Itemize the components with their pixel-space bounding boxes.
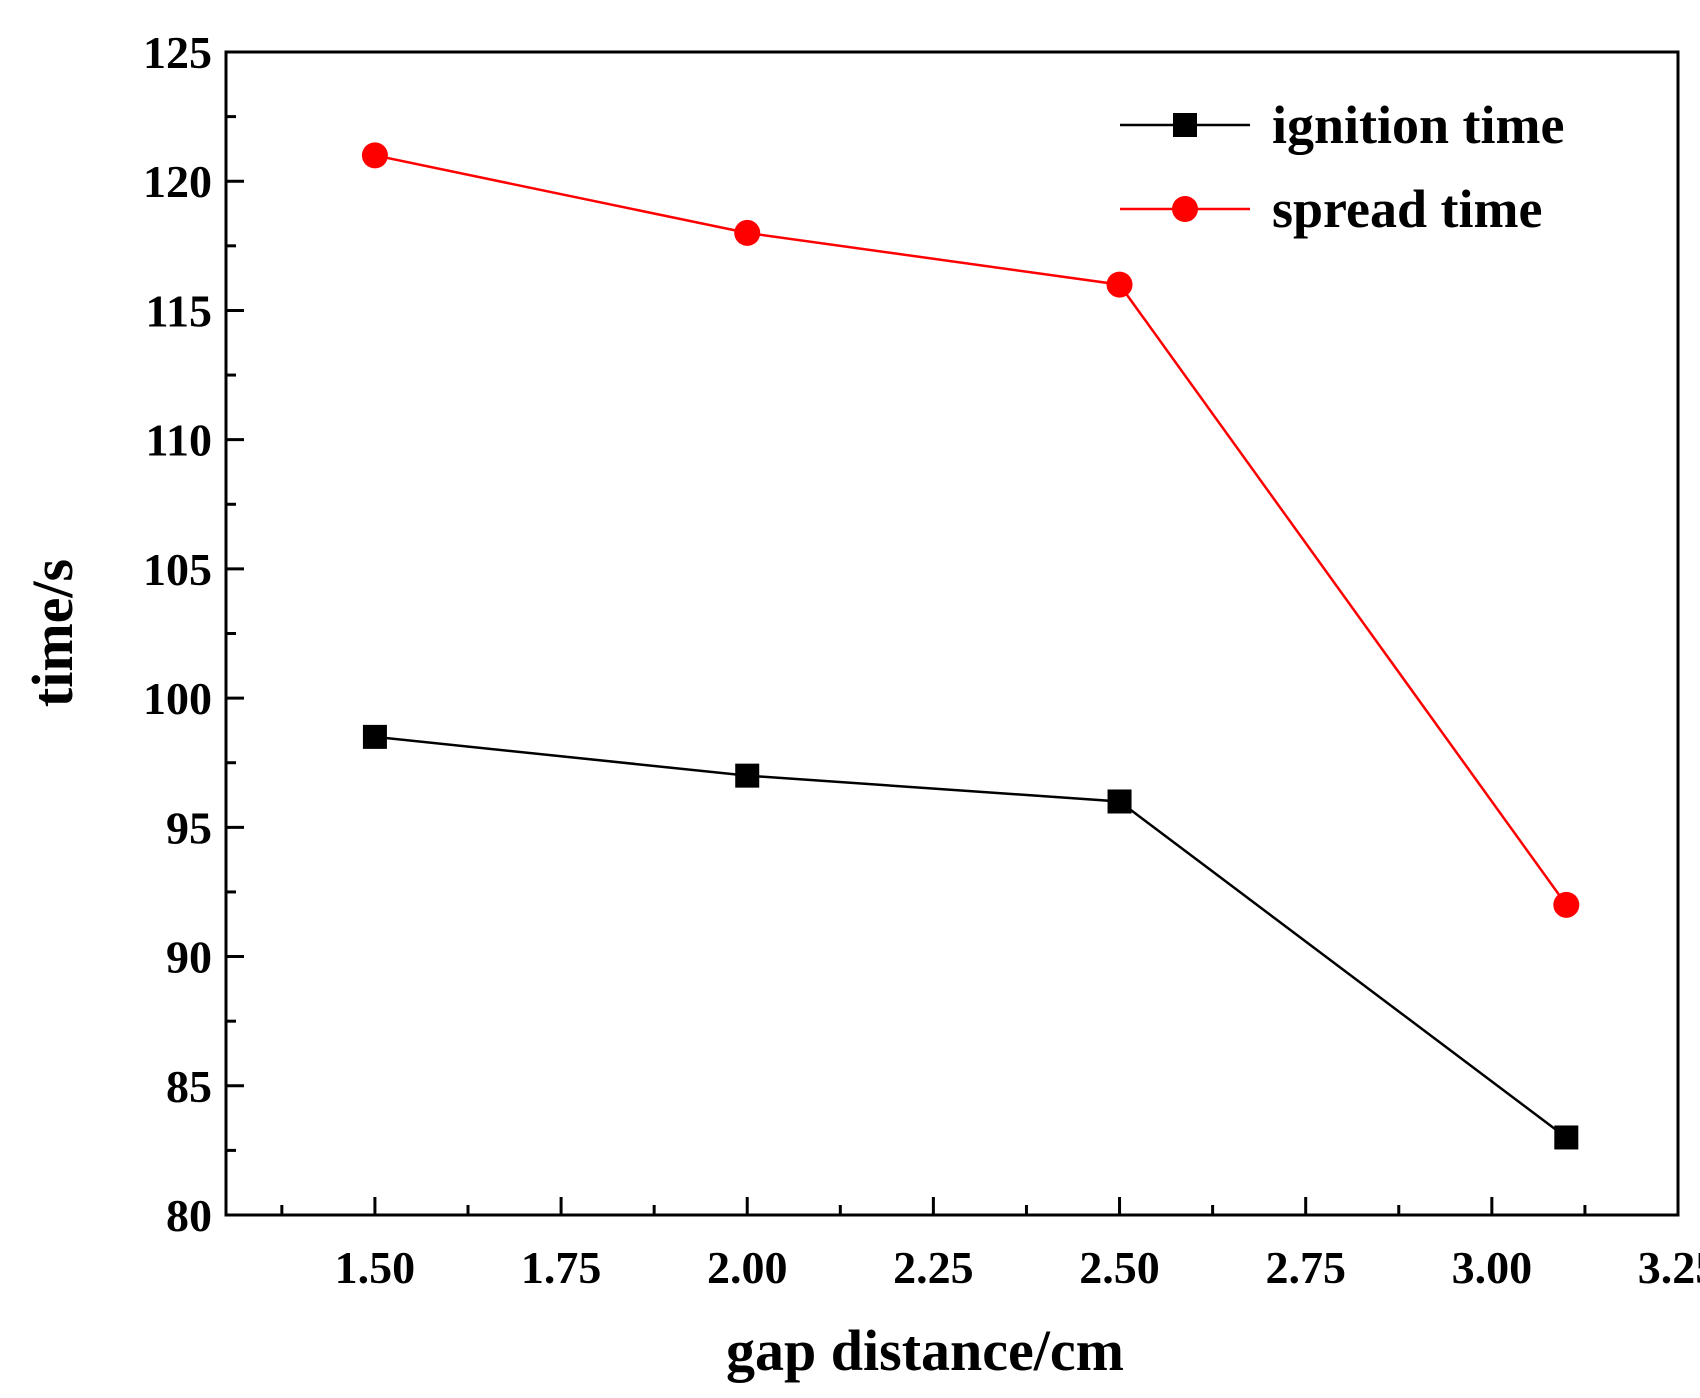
data-point <box>361 142 388 169</box>
x-tick-label: 1.50 <box>335 1242 416 1293</box>
series-spread-time <box>361 142 1580 918</box>
legend-item: ignition time <box>1120 95 1565 155</box>
y-axis-title: time/s <box>20 559 85 707</box>
data-point <box>734 219 761 246</box>
legend: ignition time spread time <box>1120 95 1565 239</box>
legend-marker <box>1172 196 1198 222</box>
series-ignition-time <box>362 724 1579 1150</box>
y-tick-label: 95 <box>166 802 212 853</box>
series-layer <box>361 142 1580 1150</box>
data-point <box>1553 891 1580 918</box>
y-tick-label: 90 <box>166 932 212 983</box>
y-tick-label: 115 <box>146 285 212 336</box>
y-tick-label: 85 <box>166 1061 212 1112</box>
y-tick-label: 110 <box>146 415 212 466</box>
y-tick-label: 105 <box>143 544 212 595</box>
x-axis-tick-labels: 1.50 1.75 2.00 2.25 2.50 2.75 3.00 3.25 <box>335 1242 1700 1293</box>
x-tick-label: 3.25 <box>1638 1242 1700 1293</box>
y-axis-tick-labels: 80 85 90 95 100 105 110 115 120 125 <box>143 27 212 1241</box>
x-tick-label: 2.50 <box>1079 1242 1160 1293</box>
data-point <box>1107 789 1132 814</box>
y-tick-label: 100 <box>143 673 212 724</box>
x-tick-label: 2.25 <box>893 1242 974 1293</box>
y-tick-label: 125 <box>143 27 212 78</box>
x-axis-ticks <box>280 1197 1680 1215</box>
data-point <box>362 724 387 749</box>
y-tick-label: 120 <box>143 156 212 207</box>
data-point <box>735 763 760 788</box>
x-tick-label: 3.00 <box>1452 1242 1533 1293</box>
legend-marker <box>1173 113 1197 137</box>
x-tick-label: 2.00 <box>707 1242 788 1293</box>
x-tick-label: 1.75 <box>521 1242 602 1293</box>
y-axis-ticks <box>226 50 244 1217</box>
x-axis-title: gap distance/cm <box>726 1318 1124 1383</box>
data-point <box>1554 1125 1579 1150</box>
data-point <box>1106 271 1133 298</box>
series-line <box>374 154 1568 906</box>
legend-label: spread time <box>1272 179 1542 239</box>
legend-item: spread time <box>1120 179 1542 239</box>
legend-label: ignition time <box>1272 95 1565 155</box>
x-tick-label: 2.75 <box>1265 1242 1346 1293</box>
y-tick-label: 80 <box>166 1190 212 1241</box>
series-line <box>374 735 1568 1139</box>
